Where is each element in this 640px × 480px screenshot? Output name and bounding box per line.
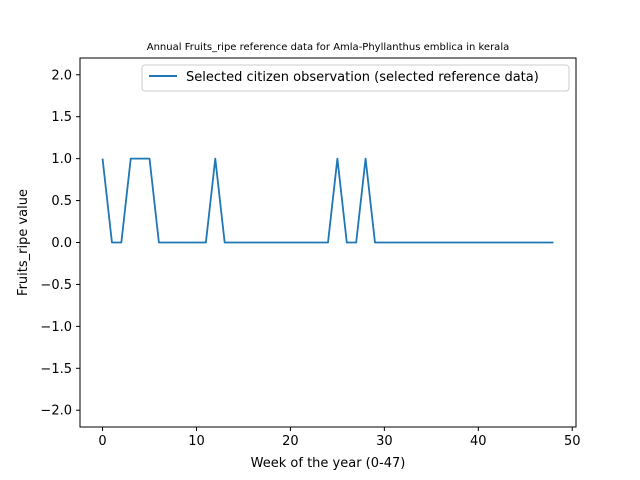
y-tick-label: −1.0 xyxy=(40,320,72,335)
x-tick-label: 40 xyxy=(470,434,487,449)
y-tick-label: 1.0 xyxy=(51,152,72,167)
x-tick-label: 20 xyxy=(282,434,299,449)
y-axis: −2.0 −1.5 −1.0 −0.5 0.0 0.5 1.0 1.5 2.0 xyxy=(40,68,80,419)
y-tick-label: −0.5 xyxy=(40,278,72,293)
legend: Selected citizen observation (selected r… xyxy=(141,64,570,92)
x-tick-label: 0 xyxy=(98,434,106,449)
y-tick-label: 0.0 xyxy=(51,236,72,251)
y-tick-label: −1.5 xyxy=(40,362,72,377)
x-axis: 0 10 20 30 40 50 xyxy=(98,427,581,449)
chart-title: Annual Fruits_ripe reference data for Am… xyxy=(147,42,509,53)
legend-box xyxy=(141,64,570,92)
y-tick-label: 2.0 xyxy=(51,68,72,83)
y-tick-label: 1.5 xyxy=(51,110,72,125)
plot-area xyxy=(101,157,554,244)
x-axis-label: Week of the year (0-47) xyxy=(251,456,406,471)
x-tick-label: 30 xyxy=(376,434,393,449)
legend-label: Selected citizen observation (selected r… xyxy=(186,70,539,85)
x-tick-label: 10 xyxy=(188,434,205,449)
series-line xyxy=(101,157,554,244)
x-tick-label: 50 xyxy=(564,434,581,449)
y-axis-label: Fruits_ripe value xyxy=(16,189,31,296)
y-tick-label: −2.0 xyxy=(40,404,72,419)
y-tick-label: 0.5 xyxy=(51,194,72,209)
